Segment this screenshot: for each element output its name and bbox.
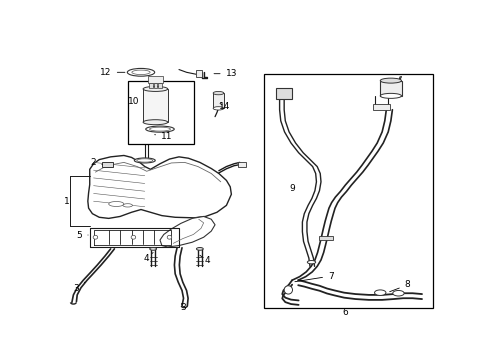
Ellipse shape xyxy=(93,235,98,239)
Polygon shape xyxy=(160,216,215,247)
Text: 13: 13 xyxy=(214,69,237,78)
Ellipse shape xyxy=(109,202,124,207)
Bar xyxy=(276,88,292,99)
Text: 4: 4 xyxy=(144,252,153,264)
Text: 3: 3 xyxy=(74,282,85,293)
Text: 7: 7 xyxy=(295,271,334,282)
Ellipse shape xyxy=(393,291,404,296)
Bar xyxy=(102,162,113,167)
Ellipse shape xyxy=(132,70,150,75)
Text: 6: 6 xyxy=(343,308,348,317)
Ellipse shape xyxy=(127,68,155,76)
Text: 9: 9 xyxy=(289,184,295,193)
Text: 10: 10 xyxy=(128,97,139,106)
Bar xyxy=(153,82,157,87)
Ellipse shape xyxy=(167,235,172,239)
Text: 11: 11 xyxy=(155,131,172,140)
Ellipse shape xyxy=(307,261,316,264)
Bar xyxy=(158,82,162,87)
Bar xyxy=(213,93,224,108)
Ellipse shape xyxy=(284,286,293,294)
Ellipse shape xyxy=(134,158,155,163)
Bar xyxy=(196,70,202,77)
Bar xyxy=(318,236,333,240)
Bar xyxy=(380,81,401,96)
Ellipse shape xyxy=(380,93,401,98)
Bar xyxy=(149,82,153,87)
Ellipse shape xyxy=(131,235,136,239)
Ellipse shape xyxy=(123,204,132,207)
Text: 5: 5 xyxy=(76,230,88,239)
Ellipse shape xyxy=(213,107,224,110)
Bar xyxy=(372,104,390,110)
Bar xyxy=(128,81,194,144)
Text: 2: 2 xyxy=(91,158,102,167)
Ellipse shape xyxy=(150,247,157,250)
Ellipse shape xyxy=(380,78,401,83)
Text: 14: 14 xyxy=(219,102,230,111)
Ellipse shape xyxy=(374,290,386,296)
Text: 4: 4 xyxy=(200,255,210,265)
Text: 3: 3 xyxy=(180,303,186,312)
Bar xyxy=(148,76,163,82)
Ellipse shape xyxy=(149,127,171,131)
Ellipse shape xyxy=(213,91,224,95)
Text: 8: 8 xyxy=(390,280,411,292)
Polygon shape xyxy=(88,156,231,219)
Ellipse shape xyxy=(196,247,203,250)
Ellipse shape xyxy=(143,86,168,91)
Text: 12: 12 xyxy=(100,68,125,77)
Bar xyxy=(265,74,434,308)
Text: 1: 1 xyxy=(64,197,70,206)
Ellipse shape xyxy=(146,126,174,132)
Ellipse shape xyxy=(137,159,153,162)
Ellipse shape xyxy=(143,120,168,125)
Bar xyxy=(238,162,246,167)
Bar xyxy=(143,89,168,122)
